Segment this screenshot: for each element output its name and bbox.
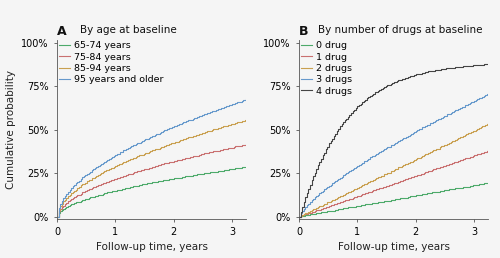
Line: 1 drug: 1 drug xyxy=(299,150,488,217)
4 drugs xyxy=(473,63,479,67)
2 drugs xyxy=(414,157,420,160)
85-94 years xyxy=(98,172,104,175)
65-74 years xyxy=(73,201,79,204)
4 drugs xyxy=(296,215,302,218)
75-84 years xyxy=(54,215,60,218)
Line: 0 drug: 0 drug xyxy=(299,183,488,217)
Line: 2 drugs: 2 drugs xyxy=(299,123,488,217)
1 drug xyxy=(376,187,382,190)
Line: 75-84 years: 75-84 years xyxy=(57,144,246,217)
75-84 years xyxy=(182,157,188,160)
Line: 65-74 years: 65-74 years xyxy=(57,167,246,217)
95 years and older xyxy=(231,102,237,105)
1 drug xyxy=(296,215,302,218)
3 drugs xyxy=(424,124,430,127)
65-74 years xyxy=(98,193,104,196)
Y-axis label: Cumulative probability: Cumulative probability xyxy=(6,70,16,189)
0 drug xyxy=(315,212,321,215)
Line: 95 years and older: 95 years and older xyxy=(57,99,246,217)
75-84 years xyxy=(172,159,178,163)
0 drug xyxy=(296,215,302,218)
0 drug xyxy=(340,207,346,210)
95 years and older xyxy=(54,215,60,218)
95 years and older xyxy=(182,121,188,124)
3 drugs xyxy=(473,99,479,102)
0 drug xyxy=(473,183,479,186)
75-84 years xyxy=(244,143,250,146)
Legend: 0 drug, 1 drug, 2 drugs, 3 drugs, 4 drugs: 0 drug, 1 drug, 2 drugs, 3 drugs, 4 drug… xyxy=(301,41,352,96)
Legend: 65-74 years, 75-84 years, 85-94 years, 95 years and older: 65-74 years, 75-84 years, 85-94 years, 9… xyxy=(59,41,164,84)
75-84 years xyxy=(134,170,140,173)
3 drugs xyxy=(486,93,492,96)
65-74 years xyxy=(134,184,140,187)
X-axis label: Follow-up time, years: Follow-up time, years xyxy=(96,243,208,252)
75-84 years xyxy=(98,182,104,185)
2 drugs xyxy=(473,128,479,131)
Line: 3 drugs: 3 drugs xyxy=(299,94,488,217)
X-axis label: Follow-up time, years: Follow-up time, years xyxy=(338,243,450,252)
3 drugs xyxy=(376,150,382,153)
65-74 years xyxy=(182,175,188,178)
1 drug xyxy=(340,199,346,202)
0 drug xyxy=(424,192,430,195)
Text: B: B xyxy=(299,25,308,38)
4 drugs xyxy=(315,164,321,167)
85-94 years xyxy=(73,188,79,191)
1 drug xyxy=(424,170,430,173)
1 drug xyxy=(315,208,321,212)
0 drug xyxy=(414,194,420,197)
85-94 years xyxy=(244,118,250,122)
65-74 years xyxy=(231,167,237,171)
2 drugs xyxy=(315,206,321,209)
4 drugs xyxy=(486,62,492,66)
Text: By age at baseline: By age at baseline xyxy=(80,25,176,35)
85-94 years xyxy=(172,140,178,143)
75-84 years xyxy=(73,194,79,197)
95 years and older xyxy=(73,182,79,185)
1 drug xyxy=(473,153,479,156)
65-74 years xyxy=(172,177,178,180)
95 years and older xyxy=(134,142,140,145)
85-94 years xyxy=(231,122,237,125)
4 drugs xyxy=(376,88,382,91)
Text: A: A xyxy=(57,25,66,38)
3 drugs xyxy=(340,174,346,177)
95 years and older xyxy=(172,124,178,127)
4 drugs xyxy=(424,70,430,74)
3 drugs xyxy=(296,215,302,218)
0 drug xyxy=(376,200,382,204)
75-84 years xyxy=(231,146,237,149)
2 drugs xyxy=(486,122,492,125)
65-74 years xyxy=(244,165,250,168)
95 years and older xyxy=(98,162,104,165)
85-94 years xyxy=(182,138,188,141)
3 drugs xyxy=(414,129,420,132)
2 drugs xyxy=(340,193,346,196)
2 drugs xyxy=(424,152,430,155)
2 drugs xyxy=(296,215,302,218)
65-74 years xyxy=(54,215,60,218)
85-94 years xyxy=(54,215,60,218)
Line: 85-94 years: 85-94 years xyxy=(57,120,246,217)
2 drugs xyxy=(376,176,382,179)
3 drugs xyxy=(315,193,321,196)
4 drugs xyxy=(340,121,346,124)
85-94 years xyxy=(134,155,140,158)
1 drug xyxy=(414,174,420,177)
Text: By number of drugs at baseline: By number of drugs at baseline xyxy=(318,25,482,35)
95 years and older xyxy=(244,98,250,101)
Line: 4 drugs: 4 drugs xyxy=(299,64,488,217)
0 drug xyxy=(486,181,492,184)
4 drugs xyxy=(414,72,420,76)
1 drug xyxy=(486,149,492,152)
